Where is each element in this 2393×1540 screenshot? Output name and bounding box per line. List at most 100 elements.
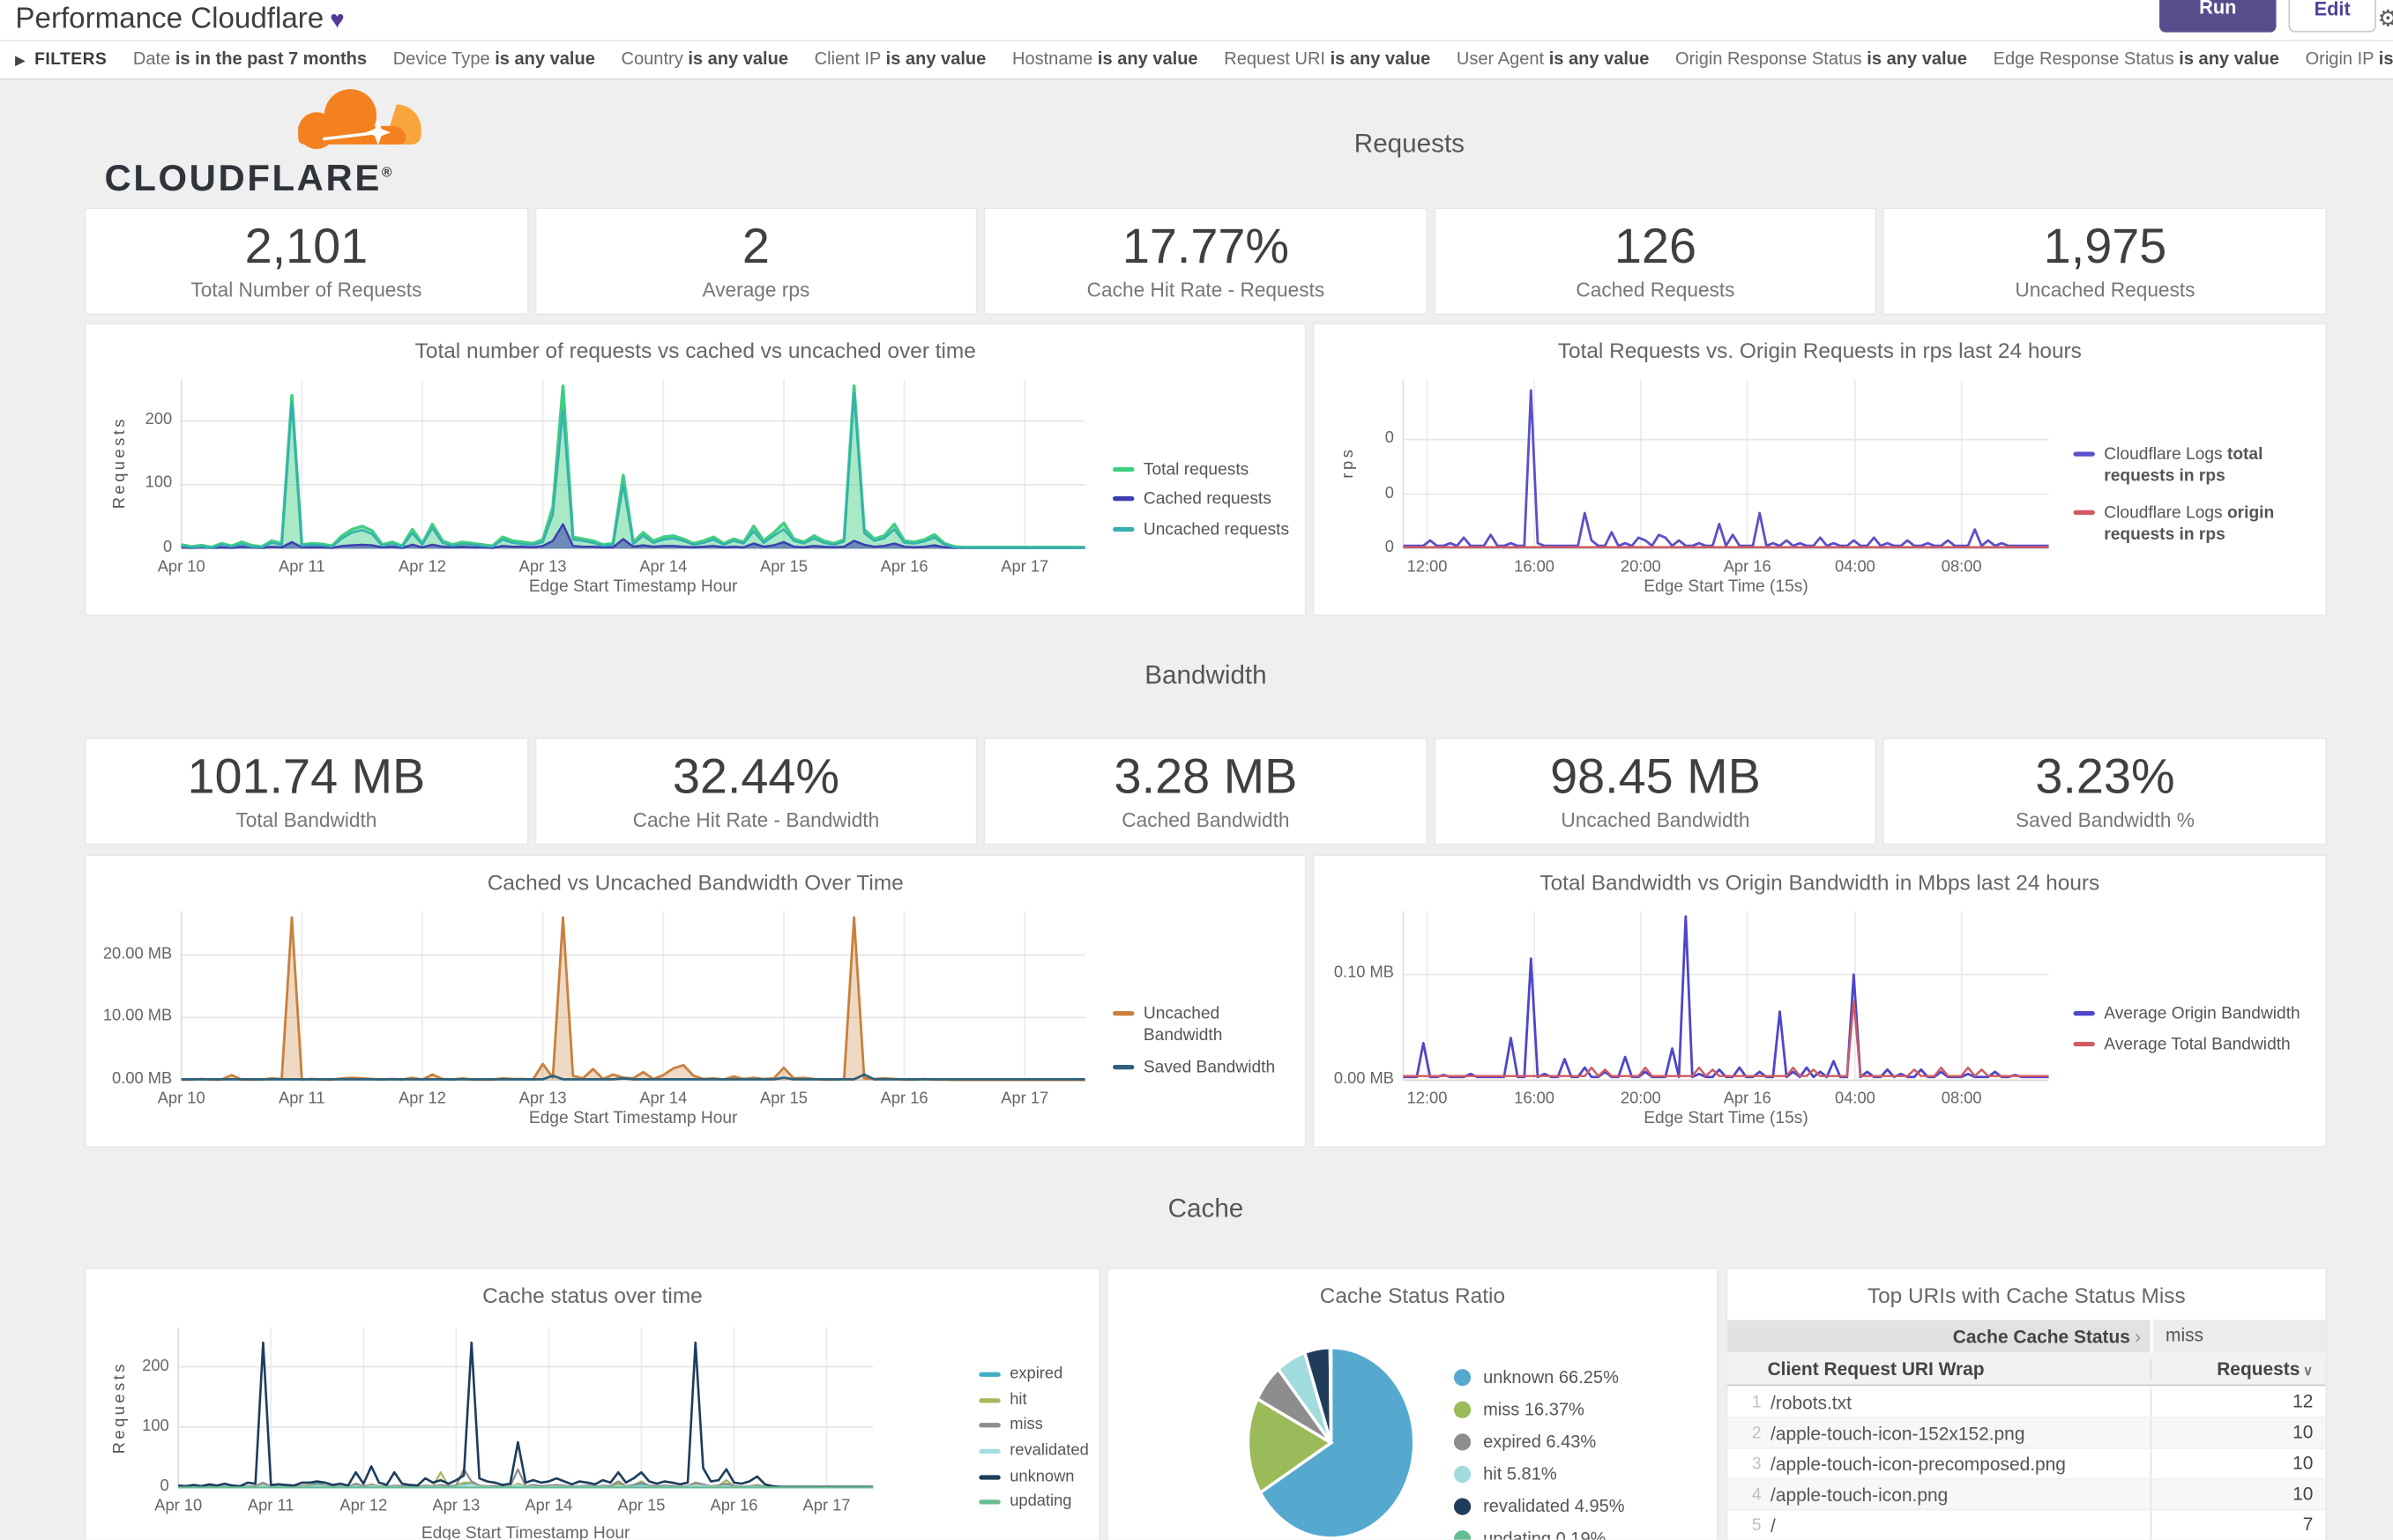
legend-item[interactable]: updating 0.19% <box>1453 1529 1708 1540</box>
requests-cell[interactable]: 10 <box>2150 1448 2326 1478</box>
row-number: 5 <box>1751 1515 1762 1535</box>
heart-icon: ♥ <box>330 7 345 34</box>
table-row[interactable]: 3/apple-touch-icon-precomposed.png 10 <box>1727 1448 2326 1480</box>
filter-request-uri[interactable]: Request URI is any value <box>1224 50 1431 70</box>
table-row[interactable]: 5 / 7 <box>1727 1510 2326 1540</box>
filter-user-agent[interactable]: User Agent is any value <box>1456 50 1650 70</box>
uri-cell[interactable]: /apple-touch-icon-152x152.png <box>1771 1422 2025 1444</box>
y-tick-label: 0.00 MB <box>1333 1069 1394 1089</box>
legend-item[interactable]: Cloudflare Logs total requests in rps <box>2073 444 2315 488</box>
legend-item[interactable]: unknown <box>979 1467 1101 1488</box>
x-tick-label: Apr 12 <box>399 557 446 577</box>
pivot-field-label[interactable]: Cache Cache Status › <box>1952 1325 2142 1347</box>
kpi-uncached-bandwidth[interactable]: 98.45 MB Uncached Bandwidth <box>1433 737 1877 845</box>
legend-item[interactable]: Total requests <box>1113 459 1301 481</box>
kpi-saved-bandwidth-pct[interactable]: 3.23% Saved Bandwidth % <box>1882 737 2327 845</box>
table-title: Top URIs with Cache Status Miss <box>1867 1283 2186 1308</box>
legend-label: Average Total Bandwidth <box>2104 1036 2291 1055</box>
legend-item[interactable]: Uncached requests <box>1113 518 1301 540</box>
legend-label: expired <box>1010 1364 1063 1383</box>
table-body: 1/robots.txt 12 2/apple-touch-icon-152x152… <box>1727 1387 2326 1540</box>
filters-toggle[interactable]: ▶ FILTERS <box>15 50 108 70</box>
requests-over-time-plot[interactable]: Apr 10 Apr 11 Apr 12 Apr 13 Apr 14 Apr 15 Apr … <box>145 379 1085 577</box>
legend-item[interactable]: updating <box>979 1492 1101 1514</box>
pie-slice-unknown[interactable] <box>1258 1345 1416 1540</box>
legend-item[interactable]: Cached requests <box>1113 489 1301 511</box>
legend-item[interactable]: miss <box>979 1416 1101 1437</box>
legend-label: Cloudflare Logs origin requests in rps <box>2104 503 2275 544</box>
uri-cell[interactable]: / <box>1771 1514 1776 1536</box>
filter-hostname[interactable]: Hostname is any value <box>1011 50 1198 70</box>
y-tick-label: 100 <box>145 473 173 493</box>
rps-last-24h-plot[interactable]: 12:00 16:00 20:00 Apr 16 04:00 08:00 0 0 0 <box>1385 379 2049 577</box>
column-requests-sort[interactable]: Requests ∨ <box>2150 1358 2326 1380</box>
kpi-total-requests[interactable]: 2,101 Total Number of Requests <box>84 207 528 316</box>
table-row[interactable]: 1/robots.txt 12 <box>1727 1387 2326 1418</box>
chart-legend: Average Origin Bandwidth Average Total Ba… <box>2073 1003 2322 1056</box>
legend-label: Saved Bandwidth <box>1143 1058 1276 1077</box>
column-client-request-uri[interactable]: Client Request URI Wrap <box>1767 1358 1985 1380</box>
legend-swatch-icon <box>1113 526 1135 532</box>
legend-label: revalidated <box>1010 1440 1089 1460</box>
run-button[interactable]: Run <box>2159 0 2277 33</box>
edit-button[interactable]: Edit <box>2288 0 2376 33</box>
filter-origin-ip[interactable]: Origin IP is any value <box>2305 50 2393 70</box>
kpi-cache-hit-rate-bandwidth[interactable]: 32.44% Cache Hit Rate - Bandwidth <box>533 737 978 845</box>
legend-item[interactable]: Cloudflare Logs origin requests in rps <box>2073 502 2315 546</box>
requests-cell[interactable]: 10 <box>2150 1479 2326 1509</box>
uri-cell[interactable]: /robots.txt <box>1771 1391 1852 1413</box>
legend-swatch-icon <box>1453 1433 1472 1451</box>
bandwidth-over-time-plot[interactable]: Apr 10 Apr 11 Apr 12 Apr 13 Apr 14 Apr 15 Apr … <box>103 911 1085 1108</box>
kpi-cache-hit-rate-requests[interactable]: 17.77% Cache Hit Rate - Requests <box>983 207 1428 316</box>
chart-title: Cache status over time <box>482 1283 703 1308</box>
filter-device-type[interactable]: Device Type is any value <box>392 50 595 70</box>
pie-slice-updating[interactable] <box>1328 1345 1333 1443</box>
legend-item[interactable]: Average Total Bandwidth <box>2073 1035 2322 1057</box>
table-row[interactable]: 4/apple-touch-icon.png 10 <box>1727 1479 2326 1511</box>
legend-item[interactable]: hit <box>979 1390 1101 1411</box>
filter-country[interactable]: Country is any value <box>621 50 789 70</box>
kpi-total-bandwidth[interactable]: 101.74 MB Total Bandwidth <box>84 737 528 845</box>
bandwidth-last-24h-plot[interactable]: 12:00 16:00 20:00 Apr 16 04:00 08:00 0.00 MB 0.… <box>1334 911 2049 1108</box>
legend-item[interactable]: Uncached Bandwidth <box>1113 1003 1301 1047</box>
x-tick-label: Apr 16 <box>1723 1089 1771 1108</box>
legend-item[interactable]: revalidated <box>979 1441 1101 1462</box>
table-row[interactable]: 2/apple-touch-icon-152x152.png 10 <box>1727 1417 2326 1449</box>
row-number: 2 <box>1751 1423 1762 1442</box>
uri-cell[interactable]: /apple-touch-icon.png <box>1771 1483 1949 1506</box>
pie-slice-miss[interactable] <box>1246 1396 1334 1495</box>
requests-cell[interactable]: 10 <box>2150 1417 2326 1448</box>
legend-item[interactable]: unknown 66.25% <box>1453 1367 1708 1390</box>
cache-status-ratio-pie[interactable] <box>1185 1321 1477 1540</box>
gear-icon[interactable]: ⚙ <box>2378 4 2393 33</box>
filter-client-ip[interactable]: Client IP is any value <box>814 50 987 70</box>
requests-cell[interactable]: 12 <box>2150 1387 2326 1417</box>
kpi-uncached-requests[interactable]: 1,975 Uncached Requests <box>1882 207 2327 316</box>
legend-item[interactable]: miss 16.37% <box>1453 1400 1708 1423</box>
row-number: 3 <box>1751 1454 1762 1473</box>
x-tick-label: Apr 11 <box>247 1496 294 1515</box>
cache-status-over-time-plot[interactable]: Apr 10 Apr 11 Apr 12 Apr 13 Apr 14 Apr 15 Apr … <box>142 1328 874 1515</box>
legend-item[interactable]: Average Origin Bandwidth <box>2073 1003 2322 1025</box>
filter-bar: ▶ FILTERS Date is in the past 7 months De… <box>0 41 2393 80</box>
legend-swatch-icon <box>1453 1498 1472 1515</box>
kpi-cached-bandwidth[interactable]: 3.28 MB Cached Bandwidth <box>983 737 1428 845</box>
x-tick-label: Apr 17 <box>802 1496 851 1515</box>
requests-cell[interactable]: 7 <box>2150 1510 2326 1540</box>
legend-item[interactable]: revalidated 4.95% <box>1453 1496 1708 1519</box>
uri-cell[interactable]: /apple-touch-icon-precomposed.png <box>1771 1453 2066 1475</box>
y-tick-label: 0 <box>160 1477 169 1496</box>
sort-desc-icon: ∨ <box>2302 1362 2314 1378</box>
legend-swatch-icon <box>1113 1064 1135 1069</box>
filter-origin-response-status[interactable]: Origin Response Status is any value <box>1675 50 1967 70</box>
legend-item[interactable]: expired 6.43% <box>1453 1432 1708 1454</box>
y-tick-label: 100 <box>142 1416 169 1435</box>
pivot-value[interactable]: miss <box>2150 1320 2326 1352</box>
legend-item[interactable]: hit 5.81% <box>1453 1464 1708 1487</box>
filter-date[interactable]: Date is in the past 7 months <box>132 50 368 70</box>
legend-item[interactable]: expired <box>979 1365 1101 1386</box>
kpi-cached-requests[interactable]: 126 Cached Requests <box>1433 207 1877 316</box>
legend-item[interactable]: Saved Bandwidth <box>1113 1057 1301 1079</box>
filter-edge-response-status[interactable]: Edge Response Status is any value <box>1993 50 2279 70</box>
kpi-average-rps[interactable]: 2 Average rps <box>533 207 978 316</box>
